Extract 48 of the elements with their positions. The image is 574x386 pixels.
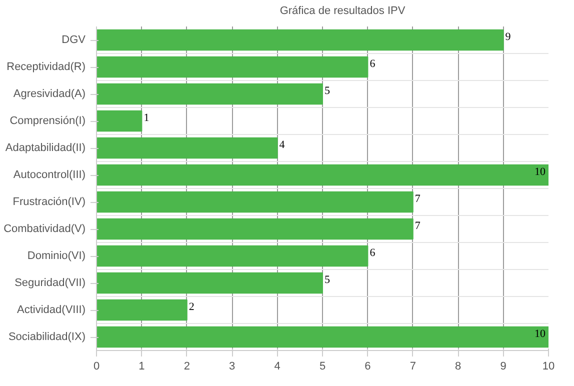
series-label: Gráfica de resultados IPV <box>280 5 406 17</box>
bar <box>96 137 278 159</box>
bar <box>96 218 414 240</box>
bar <box>96 29 504 51</box>
data-label: 5 <box>324 85 330 97</box>
x-tick-label: 2 <box>184 360 190 372</box>
x-tick-label: 9 <box>500 360 506 372</box>
y-tick-label: Seguridad(VII) <box>14 277 86 289</box>
x-tick-label: 10 <box>542 360 555 372</box>
x-tick-label: 5 <box>319 360 326 372</box>
bar <box>96 299 188 321</box>
y-tick-label: Combatividad(V) <box>4 223 86 235</box>
y-tick-label: Autocontrol(III) <box>13 169 86 181</box>
data-label: 7 <box>414 193 421 205</box>
data-label: 9 <box>505 31 512 43</box>
data-label: 7 <box>414 220 421 232</box>
x-tick-label: 4 <box>274 360 280 372</box>
x-tick-label: 0 <box>93 360 100 372</box>
bar <box>96 272 323 294</box>
data-label: 5 <box>324 274 330 286</box>
data-label: 10 <box>534 166 546 178</box>
y-tick-label: DGV <box>62 34 86 46</box>
bar <box>96 164 548 186</box>
y-tick-label: Adaptabilidad(II) <box>5 142 86 154</box>
y-tick-label: Frustración(IV) <box>12 196 86 208</box>
data-label: 6 <box>370 58 376 70</box>
y-tick-label: Comprensión(I) <box>10 115 86 127</box>
x-tick-label: 1 <box>138 360 145 372</box>
x-tick-label: 8 <box>455 360 462 372</box>
y-tick-label: Sociabilidad(IX) <box>8 331 86 343</box>
bar <box>96 56 368 78</box>
bar <box>96 83 323 105</box>
y-tick-label: Dominio(VI) <box>27 250 86 262</box>
bar <box>96 191 414 213</box>
x-tick-label: 3 <box>229 360 236 372</box>
bar <box>96 326 548 348</box>
y-tick-label: Receptividad(R) <box>6 61 86 73</box>
bar <box>96 245 368 267</box>
data-label: 6 <box>370 247 376 259</box>
data-label: 2 <box>188 301 194 313</box>
data-label: 10 <box>534 328 546 340</box>
y-tick-label: Agresividad(A) <box>13 88 86 100</box>
data-label: 1 <box>144 112 150 124</box>
data-label: 4 <box>279 139 286 151</box>
x-tick-label: 6 <box>364 360 371 372</box>
bar <box>96 110 142 132</box>
x-tick-label: 7 <box>410 360 416 372</box>
y-tick-label: Actividad(VIII) <box>17 304 86 316</box>
